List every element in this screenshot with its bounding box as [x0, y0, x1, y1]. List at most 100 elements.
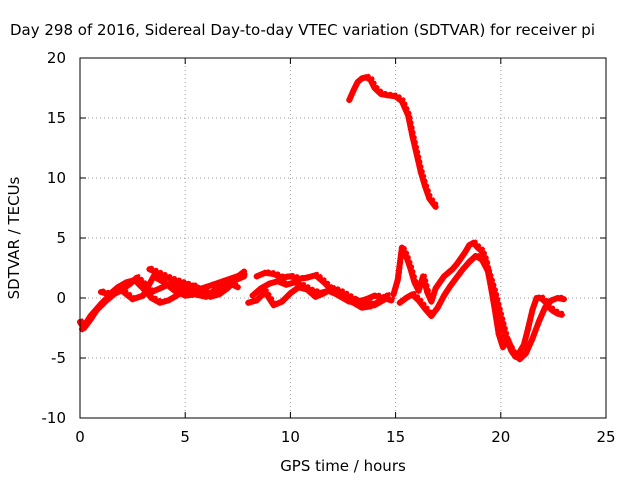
- y-axis-label: SDTVAR / TECUs: [5, 176, 23, 299]
- data-point: [409, 133, 416, 139]
- data-point: [199, 287, 206, 294]
- data-point: [491, 289, 498, 295]
- data-point: [447, 283, 454, 289]
- data-point: [262, 269, 269, 276]
- data-point: [220, 286, 227, 293]
- data-point: [171, 287, 178, 294]
- data-point: [462, 249, 469, 256]
- data-point: [428, 313, 435, 319]
- axis-ticks: [79, 57, 607, 419]
- x-tick-label: 5: [180, 428, 190, 446]
- data-point: [415, 297, 422, 304]
- data-point: [209, 291, 216, 298]
- data-point: [156, 285, 163, 292]
- data-point: [537, 295, 544, 301]
- data-point: [495, 331, 502, 337]
- x-tick-label: 15: [386, 428, 405, 446]
- data-point: [485, 268, 492, 275]
- data-point: [129, 296, 136, 303]
- data-point: [87, 313, 94, 319]
- data-point: [453, 274, 460, 281]
- data-point: [478, 256, 485, 263]
- data-point: [140, 285, 147, 292]
- data-point: [417, 169, 424, 175]
- series-track-j-jitter: [400, 252, 568, 359]
- data-point: [459, 266, 466, 273]
- data-point: [554, 295, 561, 301]
- data-point: [253, 273, 260, 280]
- data-point: [411, 279, 418, 286]
- data-point: [499, 344, 506, 351]
- data-point: [548, 297, 555, 304]
- data-point: [422, 305, 429, 312]
- data-point: [278, 298, 285, 305]
- data-point: [321, 279, 328, 286]
- data-point: [409, 291, 416, 298]
- data-point: [304, 274, 311, 281]
- data-point: [270, 271, 277, 277]
- data-point: [177, 279, 184, 286]
- data-point: [241, 268, 248, 275]
- data-point: [371, 85, 378, 91]
- data-point: [388, 297, 395, 304]
- data-point: [560, 296, 567, 303]
- data-point: [148, 295, 155, 301]
- series-track-d-jitter: [149, 265, 248, 294]
- data-point: [520, 341, 527, 348]
- data-point: [119, 287, 126, 294]
- data-point: [283, 281, 290, 288]
- x-tick-labels: 0 5 10 15 20 25: [75, 428, 615, 446]
- data-point: [98, 289, 105, 295]
- data-point: [558, 311, 565, 318]
- series-track-h: [346, 74, 439, 210]
- data-point: [398, 98, 405, 105]
- data-point: [510, 350, 517, 357]
- data-point: [424, 289, 431, 295]
- data-point: [474, 244, 481, 251]
- data-point: [535, 319, 542, 325]
- data-point: [550, 308, 557, 315]
- data-point: [363, 74, 370, 81]
- x-tick-label: 10: [281, 428, 300, 446]
- data-point: [449, 266, 456, 273]
- data-point: [358, 304, 365, 311]
- data-point: [379, 295, 386, 301]
- data-point: [413, 151, 420, 157]
- data-point: [274, 278, 281, 285]
- x-tick-label: 20: [491, 428, 510, 446]
- data-point: [312, 272, 319, 279]
- data-point: [234, 284, 241, 291]
- data-point: [123, 279, 130, 286]
- data-point: [161, 279, 168, 286]
- x-tick-label: 25: [596, 428, 615, 446]
- data-point: [156, 271, 163, 277]
- data-point: [426, 195, 433, 202]
- data-point: [295, 284, 302, 291]
- data-point: [478, 248, 485, 255]
- data-point: [415, 287, 422, 294]
- data-point: [367, 303, 374, 310]
- y-tick-label: -10: [42, 409, 67, 427]
- grid: [80, 58, 606, 418]
- data-point: [371, 292, 378, 299]
- data-point: [529, 307, 536, 313]
- y-tick-label: 5: [56, 229, 66, 247]
- plot-frame: [79, 57, 607, 419]
- data-point: [312, 293, 319, 300]
- data-point: [523, 350, 530, 357]
- data-point: [432, 203, 439, 210]
- data-point: [419, 273, 426, 280]
- data-point: [436, 279, 443, 286]
- data-point: [445, 269, 452, 276]
- data-point: [529, 335, 536, 342]
- data-point: [504, 338, 511, 345]
- data-point: [367, 76, 374, 83]
- data-point: [457, 255, 464, 262]
- data-point: [329, 285, 336, 292]
- data-point: [516, 356, 523, 363]
- data-point: [304, 286, 311, 293]
- y-tick-label: 15: [47, 109, 66, 127]
- data-point: [350, 87, 357, 94]
- data-point: [337, 289, 344, 295]
